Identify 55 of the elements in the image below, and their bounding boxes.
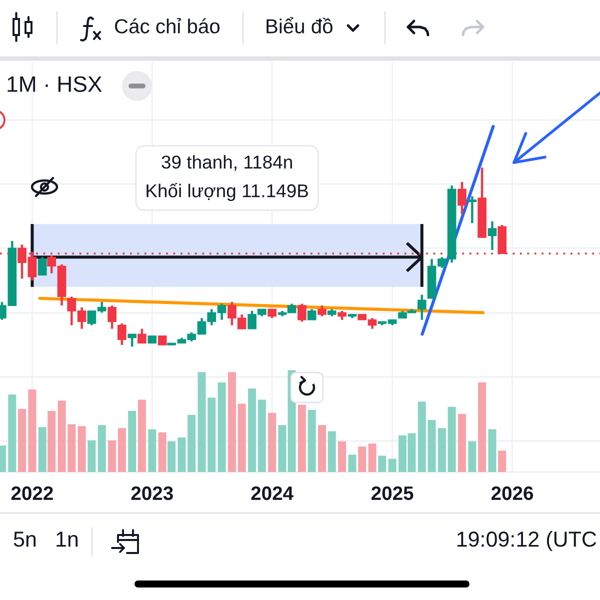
bar — [98, 425, 106, 472]
candlestick — [158, 336, 167, 346]
band-label: 39 thanh, 1184n Khối lượng 11.149B — [146, 155, 308, 201]
bar — [358, 446, 366, 472]
bar — [148, 429, 156, 472]
bar — [298, 404, 306, 472]
bar — [348, 454, 356, 472]
bar — [28, 389, 36, 472]
bar — [338, 441, 346, 472]
x-tick-label: 2023 — [131, 486, 173, 500]
bar — [258, 400, 266, 472]
bar — [308, 410, 316, 472]
bar — [498, 450, 506, 472]
bar — [188, 414, 196, 472]
bar — [378, 456, 386, 472]
bar — [388, 458, 396, 472]
bar — [108, 440, 116, 472]
bar — [118, 428, 126, 472]
bar — [238, 404, 246, 472]
bar — [328, 431, 336, 472]
bar — [128, 410, 136, 472]
bar — [218, 382, 226, 472]
text: 1n — [56, 532, 78, 547]
bar — [228, 372, 236, 472]
bar — [178, 437, 186, 472]
bar — [428, 420, 436, 472]
text: 5n — [14, 532, 36, 547]
bar — [168, 441, 176, 472]
text: Các chỉ báo — [115, 18, 220, 34]
bar — [478, 382, 486, 472]
chart-title: 1M · HSX — [8, 76, 102, 92]
bar — [38, 427, 46, 472]
text: Biểu đồ — [266, 16, 332, 34]
x-tick-label: 2024 — [251, 486, 294, 500]
x-tick-label: 2026 — [491, 486, 534, 500]
bar — [138, 400, 146, 472]
bar — [488, 429, 496, 472]
bar — [318, 425, 326, 472]
bar — [418, 402, 426, 472]
bar — [368, 443, 376, 472]
bar — [448, 406, 456, 472]
bar — [268, 412, 276, 472]
bar — [468, 441, 476, 472]
x-tick-label: 2022 — [11, 486, 53, 500]
bar — [48, 410, 56, 472]
bar — [438, 428, 446, 472]
x-tick-label: 2025 — [372, 486, 414, 500]
bar — [18, 408, 26, 472]
bar — [458, 414, 466, 472]
text: 19:09:12 (UTC — [457, 530, 596, 552]
bar — [78, 426, 86, 472]
bar — [88, 440, 96, 472]
bar — [158, 432, 166, 472]
bar — [248, 388, 256, 472]
bar — [8, 394, 16, 472]
